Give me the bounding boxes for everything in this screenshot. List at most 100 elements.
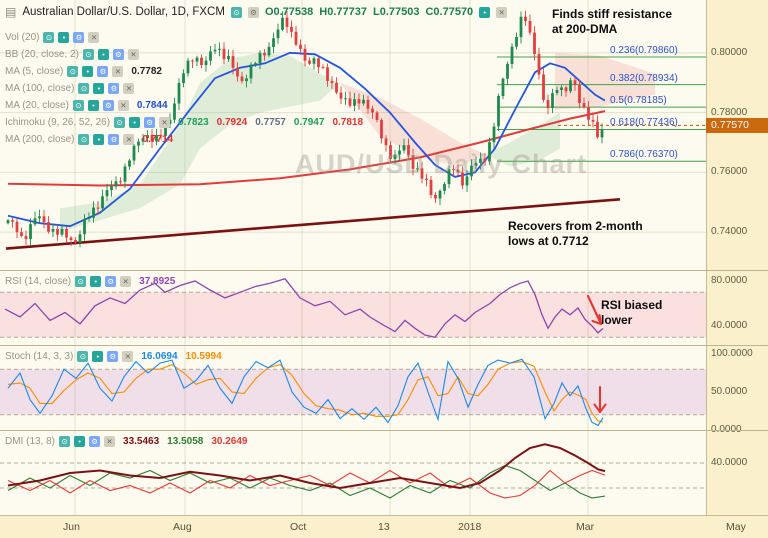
indicator-2-label[interactable]: MA (5, close) <box>5 66 64 77</box>
dmi-panel[interactable] <box>0 430 706 515</box>
time-tick-label: Mar <box>576 521 595 533</box>
stoch-band <box>0 369 706 415</box>
dot-icon[interactable]: • <box>90 276 102 287</box>
gear-icon[interactable]: ⚙ <box>89 436 101 447</box>
dmi-legend: DMI (13, 8) ⊙ • ⚙ ✕ 33.5463 13.5058 30.2649 <box>5 433 247 450</box>
down-arrow-annotation[interactable] <box>593 385 607 414</box>
gear-icon[interactable]: ⚙ <box>144 117 156 128</box>
dmi-minus-line <box>7 469 606 499</box>
dot-icon[interactable]: • <box>58 32 70 43</box>
indicator-3: MA (100, close) ⊙ • ⚙ ✕ <box>5 80 363 97</box>
fib-level-label[interactable]: 0.382(0.78934) <box>610 72 678 84</box>
gear-icon[interactable]: ⚙ <box>73 32 85 43</box>
eye-icon[interactable]: ⊙ <box>78 134 90 145</box>
time-tick-label: 2018 <box>458 521 482 533</box>
indicator-6-label[interactable]: MA (200, close) <box>5 134 75 145</box>
close-icon[interactable]: ✕ <box>123 83 135 94</box>
chart-menu-icon[interactable]: ▤ <box>5 5 17 19</box>
eye-icon[interactable]: ⊙ <box>78 83 90 94</box>
dot-icon[interactable]: • <box>74 436 86 447</box>
gear-icon[interactable]: ⚙ <box>107 351 119 362</box>
ohlc-low: L0.77503 <box>372 6 420 18</box>
close-icon[interactable]: ✕ <box>496 6 508 18</box>
fib-level-label[interactable]: 0.618(0.77436) <box>610 117 678 129</box>
annotation-text-line: at 200-DMA <box>552 22 618 36</box>
more-icon[interactable]: • <box>479 6 491 18</box>
indicator-5-value-0: 0.7823 <box>178 117 209 128</box>
eye-icon[interactable]: ⊙ <box>59 436 71 447</box>
axis-tick-label: 0.78000 <box>711 106 748 118</box>
ma200-line <box>7 110 606 187</box>
close-icon[interactable]: ✕ <box>123 134 135 145</box>
indicator-1-label[interactable]: BB (20, close, 2) <box>5 49 79 60</box>
panel-resize-handle[interactable] <box>0 430 768 431</box>
dot-icon[interactable]: • <box>93 134 105 145</box>
dot-icon[interactable]: • <box>92 351 104 362</box>
eye-icon[interactable]: ⊙ <box>114 117 126 128</box>
panel-resize-handle[interactable] <box>0 345 768 346</box>
gear-icon[interactable]: ⚙ <box>105 276 117 287</box>
close-icon[interactable]: ✕ <box>104 436 116 447</box>
close-icon[interactable]: ✕ <box>127 49 139 60</box>
close-icon[interactable]: ✕ <box>88 32 100 43</box>
eye-icon[interactable]: ⊙ <box>67 66 79 77</box>
eye-icon[interactable]: ⊙ <box>43 32 55 43</box>
panel-resize-handle[interactable] <box>0 270 768 271</box>
down-arrow-annotation[interactable] <box>586 294 603 326</box>
dot-icon[interactable]: • <box>93 83 105 94</box>
annotation-text-line: Recovers from 2-month <box>508 219 643 233</box>
dot-icon[interactable]: • <box>82 66 94 77</box>
gear-icon[interactable]: ⚙ <box>108 83 120 94</box>
stoch-panel[interactable] <box>0 345 706 430</box>
indicator-4-label[interactable]: MA (20, close) <box>5 100 69 111</box>
close-icon[interactable]: ✕ <box>159 117 171 128</box>
stoch-indicator: Stoch (14, 3, 3) ⊙ • ⚙ ✕ 16.0694 10.5994 <box>5 348 222 365</box>
symbol-title[interactable]: Australian Dollar/U.S. Dollar, 1D, FXCM <box>22 6 225 18</box>
ichimoku-cloud <box>60 52 340 233</box>
close-icon[interactable]: ✕ <box>117 100 129 111</box>
price-axis[interactable]: 0.80000 0.78000 0.76000 0.74000 80.0000 40.00… <box>706 0 768 515</box>
gear-icon[interactable]: ⚙ <box>97 66 109 77</box>
gear-icon[interactable]: ⚙ <box>112 49 124 60</box>
indicator-2: MA (5, close) ⊙ • ⚙ ✕ 0.7782 <box>5 63 363 80</box>
axis-tick-label: 80.0000 <box>711 275 748 286</box>
rsi-legend: RSI (14, close) ⊙ • ⚙ ✕ 37.8925 <box>5 273 175 290</box>
stoch-indicator-label[interactable]: Stoch (14, 3, 3) <box>5 351 74 362</box>
gear-icon[interactable]: ⚙ <box>108 134 120 145</box>
indicator-5-label[interactable]: Ichimoku (9, 26, 52, 26) <box>5 117 111 128</box>
close-icon[interactable]: ✕ <box>112 66 124 77</box>
main-price-chart[interactable] <box>0 0 706 270</box>
eye-icon[interactable]: ⊙ <box>82 49 94 60</box>
annotation-resistance[interactable]: Finds stiff resistance at 200-DMA <box>552 7 752 37</box>
fib-level-label[interactable]: 0.236(0.79860) <box>610 45 678 56</box>
dmi-indicator-label[interactable]: DMI (13, 8) <box>5 436 56 447</box>
close-icon[interactable]: ✕ <box>122 351 134 362</box>
fib-level-label[interactable]: 0.5(0.78185) <box>610 95 667 107</box>
time-axis[interactable]: Jun Aug Oct 13 2018 Mar May <box>0 515 768 538</box>
annotation-rsi-bias[interactable]: RSI biased lower <box>601 298 701 328</box>
indicator-0-label[interactable]: Vol (20) <box>5 32 40 43</box>
eye-icon[interactable]: ⊙ <box>75 276 87 287</box>
trendline[interactable] <box>5 198 621 250</box>
rsi-indicator-label[interactable]: RSI (14, close) <box>5 276 72 287</box>
gear-icon[interactable]: ⚙ <box>247 6 259 18</box>
eye-icon[interactable]: ⊙ <box>72 100 84 111</box>
rsi-line <box>4 278 604 339</box>
indicator-6-value-0: 0.7714 <box>142 134 174 145</box>
dot-icon[interactable]: • <box>87 100 99 111</box>
time-tick-label: Oct <box>290 521 307 533</box>
rsi-panel[interactable] <box>0 270 706 345</box>
indicator-3-label[interactable]: MA (100, close) <box>5 83 75 94</box>
annotation-recovers[interactable]: Recovers from 2-month lows at 0.7712 <box>508 219 693 249</box>
gear-icon[interactable]: ⚙ <box>102 100 114 111</box>
dmi-plus-line <box>7 464 606 499</box>
close-icon[interactable]: ✕ <box>120 276 132 287</box>
fib-level-label[interactable]: 0.786(0.76370) <box>610 149 678 161</box>
dot-icon[interactable]: • <box>129 117 141 128</box>
stoch-indicator-value-1: 10.5994 <box>185 351 222 362</box>
eye-icon[interactable]: ⊙ <box>77 351 89 362</box>
chart-header: ▤ Australian Dollar/U.S. Dollar, 1D, FXC… <box>5 5 508 19</box>
dmi-indicator-value-1: 13.5058 <box>167 436 204 447</box>
dot-icon[interactable]: • <box>97 49 109 60</box>
eye-icon[interactable]: ⊙ <box>230 6 242 18</box>
